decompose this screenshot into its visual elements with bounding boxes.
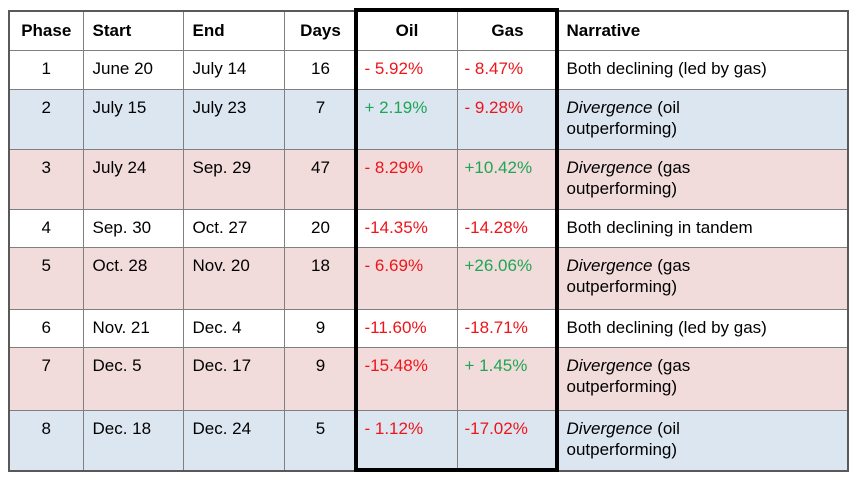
cell-gas-change: -17.02% — [456, 409, 559, 472]
narrative-emphasis: Divergence — [566, 418, 653, 438]
cell-end-date: July 23 — [182, 88, 285, 150]
table-row: 2 July 15 July 23 7 + 2.19% - 9.28% Dive… — [8, 88, 849, 150]
narrative-emphasis: Divergence — [566, 97, 653, 117]
cell-oil-change: - 5.92% — [356, 49, 458, 90]
cell-gas-change: - 9.28% — [456, 88, 559, 150]
column-header-gas: Gas — [456, 10, 559, 51]
cell-end-date: Sep. 29 — [182, 148, 285, 210]
cell-days: 5 — [283, 409, 358, 472]
cell-start-date: Dec. 18 — [82, 409, 184, 472]
cell-narrative: Divergence (gas outperforming) — [557, 148, 849, 210]
cell-end-date: Dec. 24 — [182, 409, 285, 472]
cell-oil-change: -11.60% — [356, 308, 458, 348]
cell-days: 16 — [283, 49, 358, 90]
cell-phase: 6 — [8, 308, 84, 348]
table-row: 6 Nov. 21 Dec. 4 9 -11.60% -18.71% Both … — [8, 308, 849, 348]
cell-phase: 7 — [8, 346, 84, 411]
column-header-end: End — [182, 10, 285, 51]
cell-gas-change: -18.71% — [456, 308, 559, 348]
cell-phase: 1 — [8, 49, 84, 90]
cell-start-date: Sep. 30 — [82, 208, 184, 248]
cell-end-date: Dec. 4 — [182, 308, 285, 348]
cell-narrative: Both declining (led by gas) — [557, 308, 849, 348]
narrative-text: Both declining (led by gas) — [566, 317, 767, 337]
cell-narrative: Divergence (gas outperforming) — [557, 246, 849, 310]
cell-days: 9 — [283, 308, 358, 348]
cell-phase: 2 — [8, 88, 84, 150]
cell-start-date: June 20 — [82, 49, 184, 90]
cell-days: 18 — [283, 246, 358, 310]
cell-narrative: Divergence (oil outperforming) — [557, 409, 849, 472]
cell-oil-change: - 8.29% — [356, 148, 458, 210]
cell-narrative: Divergence (oil outperforming) — [557, 88, 849, 150]
cell-gas-change: +26.06% — [456, 246, 559, 310]
cell-oil-change: -14.35% — [356, 208, 458, 248]
table-row: 3 July 24 Sep. 29 47 - 8.29% +10.42% Div… — [8, 148, 849, 210]
cell-oil-change: - 6.69% — [356, 246, 458, 310]
cell-oil-change: -15.48% — [356, 346, 458, 411]
column-header-oil: Oil — [356, 10, 458, 51]
table-row: 5 Oct. 28 Nov. 20 18 - 6.69% +26.06% Div… — [8, 246, 849, 310]
cell-phase: 8 — [8, 409, 84, 472]
narrative-text: (oil outperforming) — [566, 97, 680, 138]
table-row: 8 Dec. 18 Dec. 24 5 - 1.12% -17.02% Dive… — [8, 409, 849, 472]
cell-start-date: Dec. 5 — [82, 346, 184, 411]
cell-start-date: Oct. 28 — [82, 246, 184, 310]
cell-phase: 4 — [8, 208, 84, 248]
narrative-emphasis: Divergence — [566, 355, 653, 375]
cell-days: 9 — [283, 346, 358, 411]
narrative-text: (oil outperforming) — [566, 418, 680, 459]
cell-end-date: July 14 — [182, 49, 285, 90]
cell-phase: 5 — [8, 246, 84, 310]
narrative-emphasis: Divergence — [566, 157, 653, 177]
narrative-text: Both declining in tandem — [566, 217, 753, 237]
narrative-text: Both declining (led by gas) — [566, 58, 767, 78]
column-header-phase: Phase — [8, 10, 84, 51]
cell-gas-change: -14.28% — [456, 208, 559, 248]
narrative-emphasis: Divergence — [566, 255, 653, 275]
cell-start-date: Nov. 21 — [82, 308, 184, 348]
cell-days: 20 — [283, 208, 358, 248]
table-row: 4 Sep. 30 Oct. 27 20 -14.35% -14.28% Bot… — [8, 208, 849, 248]
cell-end-date: Dec. 17 — [182, 346, 285, 411]
cell-end-date: Nov. 20 — [182, 246, 285, 310]
narrative-text: (gas outperforming) — [566, 355, 691, 396]
cell-phase: 3 — [8, 148, 84, 210]
cell-oil-change: - 1.12% — [356, 409, 458, 472]
cell-narrative: Divergence (gas outperforming) — [557, 346, 849, 411]
cell-gas-change: + 1.45% — [456, 346, 559, 411]
header-row: Phase Start End Days Oil Gas Narrative — [8, 10, 849, 51]
cell-narrative: Both declining (led by gas) — [557, 49, 849, 90]
cell-end-date: Oct. 27 — [182, 208, 285, 248]
column-header-narrative: Narrative — [557, 10, 849, 51]
cell-narrative: Both declining in tandem — [557, 208, 849, 248]
cell-days: 47 — [283, 148, 358, 210]
narrative-text: (gas outperforming) — [566, 157, 691, 198]
table-row: 7 Dec. 5 Dec. 17 9 -15.48% + 1.45% Diver… — [8, 346, 849, 411]
cell-start-date: July 15 — [82, 88, 184, 150]
column-header-start: Start — [82, 10, 184, 51]
cell-gas-change: +10.42% — [456, 148, 559, 210]
phase-performance-table: Phase Start End Days Oil Gas Narrative 1… — [8, 10, 849, 472]
narrative-text: (gas outperforming) — [566, 255, 691, 296]
cell-oil-change: + 2.19% — [356, 88, 458, 150]
column-header-days: Days — [283, 10, 358, 51]
table-row: 1 June 20 July 14 16 - 5.92% - 8.47% Bot… — [8, 49, 849, 90]
cell-days: 7 — [283, 88, 358, 150]
cell-gas-change: - 8.47% — [456, 49, 559, 90]
cell-start-date: July 24 — [82, 148, 184, 210]
